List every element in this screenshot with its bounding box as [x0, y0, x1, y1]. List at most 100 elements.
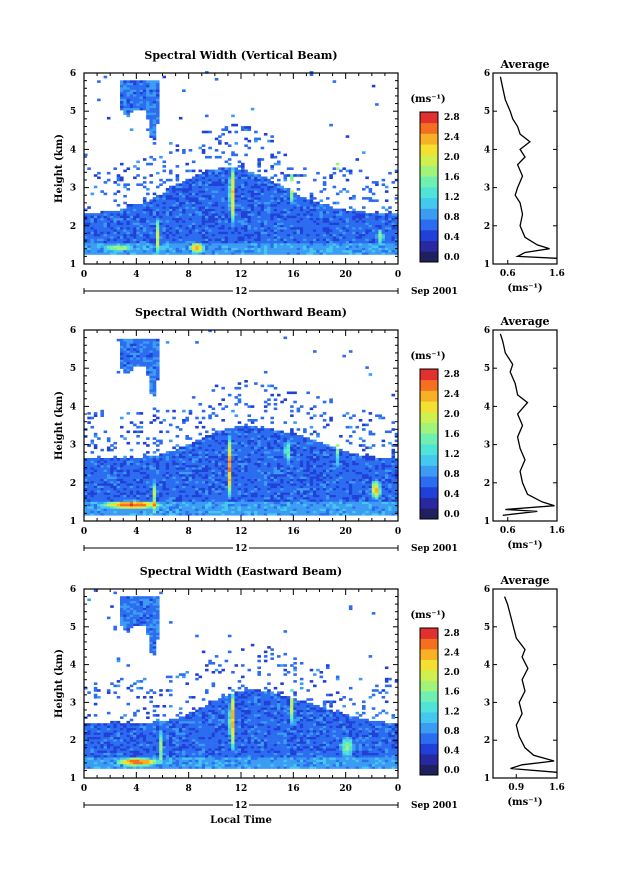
heatmap-cell	[227, 471, 232, 475]
heatmap-cell	[280, 194, 284, 198]
heatmap-cell	[195, 220, 199, 223]
heatmap-cell	[110, 467, 114, 470]
heatmap-cell	[116, 487, 121, 491]
heatmap-cell	[234, 181, 239, 184]
heatmap-cell	[342, 222, 346, 225]
heatmap-cell	[156, 345, 160, 349]
heatmap-cell	[214, 169, 219, 173]
heatmap-cell	[241, 458, 245, 461]
heatmap-cell	[260, 185, 265, 189]
heatmap-cell	[152, 354, 157, 358]
heatmap-cell	[178, 492, 183, 495]
heatmap-cell	[90, 215, 95, 219]
heatmap-cell	[185, 448, 189, 452]
heatmap-cell	[241, 448, 245, 452]
heatmap-cell	[254, 199, 258, 202]
heatmap-cell	[198, 249, 203, 253]
colorbar-swatch	[420, 208, 438, 220]
heatmap-cell	[381, 252, 386, 255]
heatmap-cell	[142, 215, 147, 219]
heatmap-cell	[303, 247, 307, 251]
heatmap-cell	[244, 169, 248, 173]
heatmap-cell	[237, 430, 242, 434]
heatmap-cell	[273, 238, 278, 241]
heatmap-cell	[169, 185, 173, 189]
heatmap-cell	[218, 247, 222, 251]
heatmap-cell	[342, 213, 346, 216]
heatmap-cell	[195, 192, 199, 196]
heatmap-cell	[273, 231, 278, 235]
heatmap-cell	[126, 464, 131, 468]
heatmap-cell	[231, 437, 235, 440]
heatmap-cell	[175, 508, 180, 511]
heatmap-cell	[139, 243, 144, 246]
heatmap-cell	[214, 460, 219, 463]
heatmap-cell	[195, 208, 199, 212]
heatmap-cell	[162, 501, 167, 505]
heatmap-cell	[211, 490, 216, 493]
heatmap-cell	[375, 247, 379, 251]
heatmap-cell	[218, 204, 222, 207]
heatmap-cell	[227, 485, 232, 489]
heatmap-cell	[214, 483, 219, 486]
heatmap-cell	[120, 341, 124, 344]
heatmap-cell	[345, 249, 350, 253]
heatmap-cell	[120, 350, 124, 353]
heatmap-cell	[299, 210, 304, 214]
heatmap-cell	[267, 199, 271, 202]
heatmap-cell	[93, 252, 98, 255]
heatmap-cell	[313, 243, 317, 246]
heatmap-cell	[224, 508, 229, 511]
heatmap-cell	[152, 240, 157, 244]
heatmap-cell	[244, 208, 248, 212]
heatmap-cell	[191, 176, 196, 180]
heatmap-cell	[208, 485, 212, 489]
heatmap-cell	[227, 503, 232, 507]
heatmap-cell	[218, 220, 222, 223]
heatmap-cell	[303, 208, 307, 212]
heatmap-cell	[296, 226, 301, 230]
heatmap-cell	[257, 137, 261, 141]
heatmap-cell	[211, 201, 216, 205]
heatmap-cell	[136, 87, 140, 90]
heatmap-cell	[191, 464, 196, 468]
heatmap-cell	[129, 354, 134, 358]
heatmap-cell	[280, 215, 284, 219]
heatmap-cell	[221, 220, 225, 223]
heatmap-cell	[87, 231, 91, 235]
heatmap-cell	[165, 492, 170, 495]
heatmap-cell	[152, 341, 157, 344]
heatmap-cell	[227, 176, 232, 180]
heatmap-cell	[106, 224, 111, 228]
heatmap-cell	[159, 178, 163, 182]
heatmap-cell	[244, 423, 248, 427]
heatmap-cell	[129, 233, 134, 237]
heatmap-cell	[205, 476, 209, 479]
heatmap-cell	[263, 183, 268, 186]
heatmap-cell	[136, 98, 140, 102]
heatmap-cell	[175, 176, 180, 180]
heatmap-cell	[165, 215, 170, 219]
heatmap-cell	[191, 201, 196, 205]
heatmap-cell	[241, 506, 245, 509]
heatmap-cell	[205, 217, 209, 221]
heatmap-cell	[231, 197, 235, 200]
heatmap-cell	[237, 217, 242, 221]
heatmap-cell	[172, 206, 176, 209]
heatmap-cell	[156, 204, 160, 207]
heatmap-cell	[224, 247, 229, 251]
heatmap-cell	[120, 345, 124, 349]
heatmap-cell	[142, 94, 147, 97]
heatmap-cell	[384, 208, 389, 212]
heatmap-cell	[136, 206, 140, 209]
heatmap-cell	[139, 430, 144, 434]
heatmap-cell	[237, 400, 242, 404]
heatmap-cell	[270, 224, 274, 228]
heatmap-cell	[116, 178, 121, 182]
heatmap-cell	[84, 501, 88, 505]
heatmap-cell	[299, 174, 304, 177]
heatmap-cell	[221, 192, 225, 196]
heatmap-cell	[113, 220, 117, 223]
heatmap-cell	[185, 462, 189, 466]
heatmap-cell	[90, 233, 95, 237]
